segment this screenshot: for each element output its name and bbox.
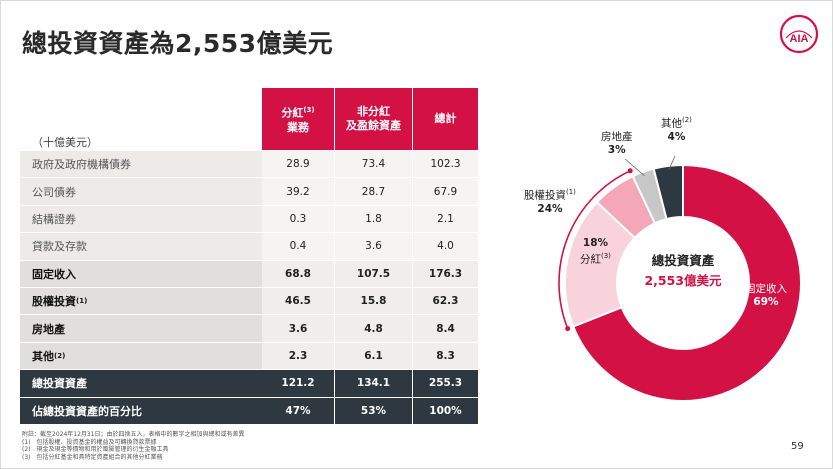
table-row: 其他 (2) 2.3 6.1 8.3	[20, 341, 478, 370]
slice-fixed-income	[571, 163, 802, 402]
row-label: 股權投資 (1)	[20, 287, 262, 315]
row-label: 結構證券	[20, 205, 262, 233]
label-par-equity: 18% 分紅(3)	[580, 237, 611, 266]
table-cell: 3.6	[262, 315, 334, 342]
table-row: 貸款及存款 0.4 3.6 4.0	[20, 232, 478, 260]
equity-bracket-end	[627, 168, 633, 174]
table-row: 佔總投資資產的百分比 47% 53% 100%	[20, 396, 478, 424]
row-label: 公司債券	[20, 178, 262, 205]
table-row: 總投資資產 121.2 134.1 255.3	[20, 369, 478, 397]
table-cell: 100%	[413, 397, 478, 424]
table-row: 股權投資 (1) 46.5 15.8 62.3	[20, 286, 478, 315]
table-row: 公司債券 39.2 28.7 67.9	[20, 177, 478, 205]
table-cell: 6.1	[335, 342, 412, 370]
table-body: 政府及政府機構債券 28.9 73.4 102.3 公司債券 39.2 28.7 67.9 結構…	[20, 150, 478, 424]
equity-bracket-arc	[558, 170, 631, 329]
table-cell: 102.3	[413, 151, 478, 178]
table-cell: 46.5	[262, 287, 334, 315]
footnote: 附註：截至2024年12月31日；由於四捨五入，表格中的數字之相加與總和或有差異	[22, 431, 245, 438]
table-cell: 1.8	[335, 205, 412, 233]
equity-bracket-end	[565, 326, 571, 332]
table-cell: 67.9	[413, 178, 478, 205]
table-cell: 4.0	[413, 233, 478, 260]
table-cell: 2.3	[262, 342, 334, 370]
table-cell: 4.8	[335, 315, 412, 342]
donut-center-title: 總投資資產	[651, 253, 715, 268]
page-title: 總投資資產為2,553億美元	[22, 29, 334, 58]
leader-property	[624, 158, 645, 177]
table-cell: 15.8	[335, 287, 412, 315]
col-header-total: 總計	[413, 88, 478, 150]
row-label: 其他 (2)	[20, 342, 262, 370]
row-label: 貸款及存款	[20, 233, 262, 260]
table-cell: 134.1	[335, 370, 412, 397]
table-row: 固定收入 68.8 107.5 176.3	[20, 259, 478, 287]
table-cell: 28.9	[262, 151, 334, 178]
table-cell: 47%	[262, 397, 334, 424]
footnote: (2) 現金及現金等價物和用於風險管理的衍生金融工具	[22, 446, 169, 453]
footnotes: 附註：截至2024年12月31日；由於四捨五入，表格中的數字之相加與總和或有差異…	[22, 431, 245, 461]
table-cell: 0.3	[262, 205, 334, 233]
donut-center-value: 2,553億美元	[644, 273, 722, 288]
footnote: (3) 包括分紅基金和具特定資產組合的其他分紅業務	[22, 453, 163, 461]
leader-other	[668, 155, 676, 171]
page-number: 59	[791, 441, 804, 452]
table-cell: 39.2	[262, 178, 334, 205]
table-cell: 28.7	[335, 178, 412, 205]
table-cell: 3.6	[335, 233, 412, 260]
table-cell: 121.2	[262, 370, 334, 397]
table-cell: 0.4	[262, 233, 334, 260]
table-cell: 73.4	[335, 151, 412, 178]
col-header-nonpar: 非分紅 及盈餘資產	[335, 88, 412, 150]
assets-table: （十億美元） 分紅(3) 業務 非分紅 及盈餘資產 總計 政府及政府機構債券 28…	[20, 88, 478, 424]
label-fixed-income: 固定收入 69%	[745, 283, 787, 308]
table-cell: 255.3	[413, 370, 478, 397]
row-label: 固定收入	[20, 260, 262, 287]
table-row: 政府及政府機構債券 28.9 73.4 102.3	[20, 150, 478, 178]
unit-label: （十億美元）	[32, 136, 98, 149]
aia-logo: AIA	[779, 14, 819, 54]
logo-text: AIA	[790, 33, 809, 45]
table-cell: 62.3	[413, 287, 478, 315]
table-cell: 2.1	[413, 205, 478, 233]
table-row: 結構證券 0.3 1.8 2.1	[20, 204, 478, 233]
table-row: 房地產 3.6 4.8 8.4	[20, 314, 478, 342]
table-cell: 8.4	[413, 315, 478, 342]
table-header: （十億美元） 分紅(3) 業務 非分紅 及盈餘資產 總計	[20, 88, 478, 150]
table-cell: 53%	[335, 397, 412, 424]
table-cell: 107.5	[335, 260, 412, 287]
table-cell: 68.8	[262, 260, 334, 287]
label-other: 其他(2) 4%	[661, 116, 692, 143]
row-label: 佔總投資資產的百分比	[20, 397, 262, 424]
row-label: 政府及政府機構債券	[20, 151, 262, 178]
slice-other	[652, 163, 684, 221]
row-label: 房地產	[20, 315, 262, 342]
table-cell: 8.3	[413, 342, 478, 370]
col-header-par: 分紅(3) 業務	[262, 88, 334, 150]
label-equity: 股權投資(1) 24%	[524, 188, 576, 215]
footnote: (1) 包括股權、投資基金的權益及可轉換貸款票據	[22, 438, 157, 446]
asset-mix-donut	[558, 155, 802, 402]
label-property: 房地產 3%	[601, 131, 633, 156]
row-label: 總投資資產	[20, 370, 262, 397]
table-cell: 176.3	[413, 260, 478, 287]
